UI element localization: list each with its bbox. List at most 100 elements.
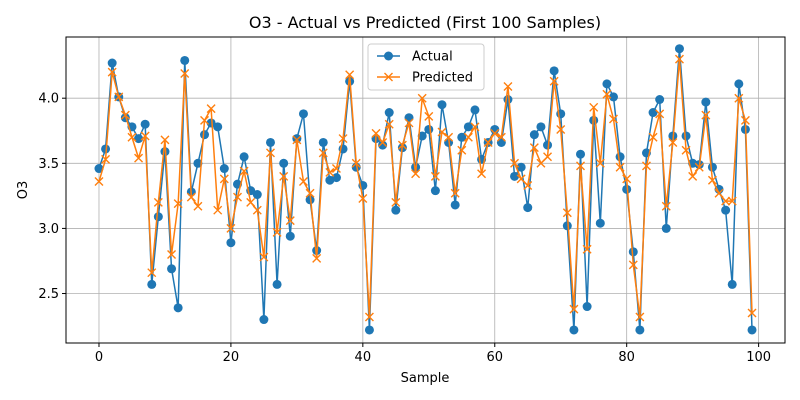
data-point-actual — [279, 158, 289, 168]
data-point-actual — [734, 79, 744, 89]
data-point-predicted — [252, 205, 262, 215]
data-point-predicted — [490, 128, 500, 138]
data-point-actual — [622, 184, 632, 194]
data-point-predicted — [595, 158, 605, 168]
data-point-actual — [635, 325, 645, 335]
y-axis-ticks: 2.5 3.0 3.5 4.0 — [38, 92, 66, 302]
data-point-predicted — [378, 137, 388, 147]
data-point-actual — [226, 238, 236, 248]
y-tick-label: 4.0 — [38, 92, 59, 107]
data-point-actual — [707, 162, 717, 172]
data-point-predicted — [331, 164, 341, 174]
data-point-predicted — [655, 109, 665, 119]
data-point-predicted — [173, 199, 183, 209]
data-point-predicted — [470, 122, 480, 132]
data-point-predicted — [140, 131, 150, 141]
data-point-predicted — [668, 137, 678, 147]
data-point-predicted — [397, 140, 407, 150]
data-point-predicted — [734, 93, 744, 103]
data-point-predicted — [523, 180, 533, 190]
data-point-actual — [219, 164, 229, 174]
data-point-actual — [404, 113, 414, 123]
data-point-actual — [549, 66, 559, 76]
data-point-predicted — [688, 171, 698, 181]
data-point-predicted — [265, 148, 275, 158]
data-point-actual — [140, 119, 150, 129]
data-point-actual — [424, 124, 434, 134]
data-point-actual — [463, 122, 473, 132]
data-point-predicted — [727, 196, 737, 206]
x-tick-label: 100 — [746, 350, 771, 365]
data-point-actual — [252, 190, 262, 200]
data-point-actual — [272, 279, 282, 289]
data-point-predicted — [549, 76, 559, 86]
data-point-predicted — [503, 81, 513, 91]
data-point-predicted — [417, 93, 427, 103]
data-point-predicted — [338, 134, 348, 144]
data-point-predicted — [318, 148, 328, 158]
data-point-actual — [265, 137, 275, 147]
data-point-predicted — [246, 197, 256, 207]
legend-item-predicted: Predicted — [377, 71, 473, 86]
data-point-actual — [496, 137, 506, 147]
data-point-predicted — [576, 161, 586, 171]
data-point-actual — [417, 131, 427, 141]
data-point-actual — [510, 171, 520, 181]
data-point-actual — [384, 108, 394, 118]
data-point-predicted — [285, 216, 295, 226]
x-tick-label: 20 — [223, 350, 240, 365]
data-point-actual — [582, 302, 592, 312]
data-point-actual — [364, 325, 374, 335]
data-point-actual — [193, 158, 203, 168]
data-point-predicted — [707, 175, 717, 185]
data-point-predicted — [635, 312, 645, 322]
data-point-actual — [470, 105, 480, 115]
x-tick-label: 0 — [95, 350, 103, 365]
data-point-predicted — [233, 192, 242, 202]
data-point-actual — [681, 131, 691, 141]
data-point-predicted — [701, 110, 711, 120]
plot-frame — [65, 36, 786, 344]
data-point-actual — [239, 152, 249, 162]
data-point-actual — [153, 212, 163, 222]
legend-item-actual: Actual — [377, 50, 453, 65]
data-point-predicted — [529, 143, 539, 153]
data-point-predicted — [94, 177, 104, 187]
data-point-predicted — [477, 169, 487, 179]
data-point-actual — [562, 221, 572, 231]
data-point-actual — [648, 108, 658, 118]
legend-marker-predicted — [384, 72, 393, 82]
data-point-actual — [298, 109, 308, 119]
data-point-predicted — [364, 312, 374, 322]
data-point-predicted — [457, 145, 467, 155]
data-point-predicted — [193, 201, 203, 211]
data-point-predicted — [463, 132, 473, 142]
data-point-predicted — [674, 54, 684, 64]
data-point-actual — [523, 203, 533, 213]
data-point-predicted — [259, 252, 269, 262]
data-point-predicted — [661, 201, 671, 211]
data-point-predicted — [569, 304, 579, 314]
data-point-predicted — [628, 260, 638, 270]
data-point-predicted — [543, 152, 553, 162]
data-point-predicted — [279, 171, 289, 181]
legend: Actual Predicted — [367, 43, 485, 91]
data-point-actual — [180, 55, 190, 65]
series-line-predicted — [98, 58, 753, 318]
data-point-actual — [701, 97, 711, 107]
data-point-actual — [147, 279, 157, 289]
data-point-predicted — [648, 132, 658, 142]
data-point-actual — [457, 132, 467, 142]
data-point-predicted — [120, 110, 130, 120]
data-point-predicted — [496, 132, 506, 142]
data-point-predicted — [298, 177, 308, 187]
data-point-predicted — [305, 188, 315, 198]
data-point-predicted — [747, 308, 757, 318]
x-axis-ticks: 0 20 40 60 80 100 — [95, 343, 771, 365]
x-tick-label: 60 — [486, 350, 503, 365]
data-point-actual — [595, 218, 605, 228]
data-point-actual — [536, 122, 546, 132]
data-point-actual — [608, 92, 618, 102]
data-point-predicted — [345, 70, 355, 80]
